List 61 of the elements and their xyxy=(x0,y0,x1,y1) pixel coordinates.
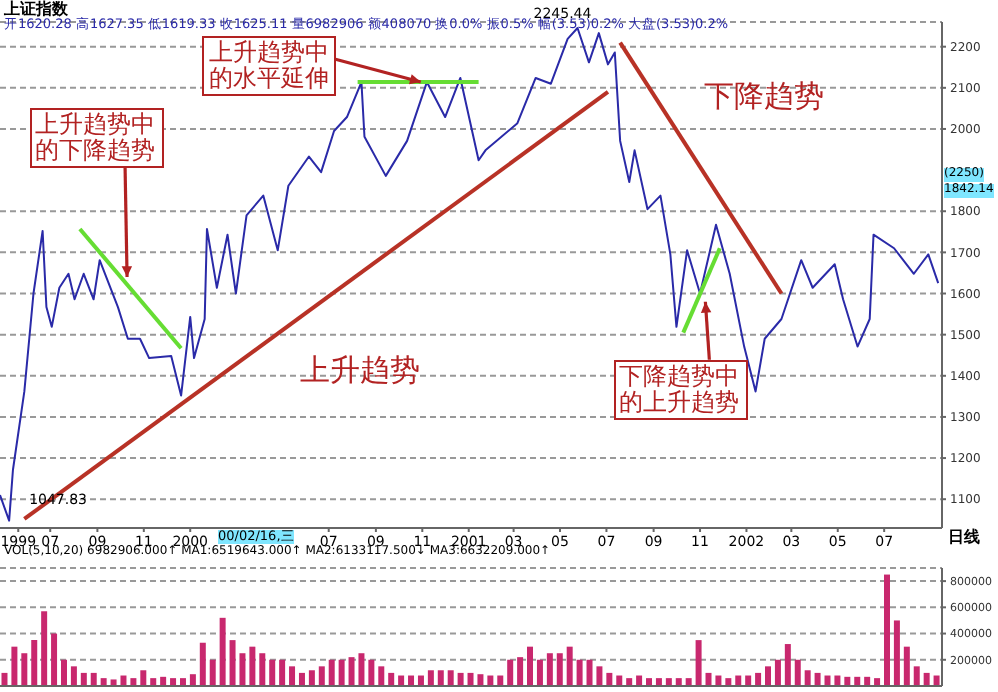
text: 上证指数 xyxy=(4,0,68,18)
annotation: 上升趋势 xyxy=(300,352,420,389)
bar xyxy=(606,672,613,686)
bar xyxy=(31,640,38,686)
bar xyxy=(318,666,325,686)
text: 日线 xyxy=(948,528,980,547)
bar xyxy=(755,672,762,686)
bar xyxy=(189,674,196,686)
bar xyxy=(517,657,524,686)
bar xyxy=(259,653,266,686)
bar xyxy=(338,659,345,686)
bar xyxy=(527,646,534,686)
bar xyxy=(765,666,771,686)
annotation: 下降趋势中的上升趋势 xyxy=(613,359,748,420)
bar xyxy=(388,672,395,686)
bar xyxy=(328,659,335,686)
bar xyxy=(279,659,286,686)
bar xyxy=(80,672,87,686)
annotation: 上升趋势中的下降趋势 xyxy=(29,107,164,168)
bar xyxy=(51,633,58,686)
bar xyxy=(209,659,216,686)
bar xyxy=(308,670,315,686)
annotation: 上升趋势中的水平延伸 xyxy=(202,36,337,97)
bar xyxy=(11,646,18,686)
bar xyxy=(140,670,147,686)
bar xyxy=(774,659,781,686)
bar xyxy=(60,659,67,686)
bar xyxy=(1,672,8,686)
bar xyxy=(427,670,434,686)
bar xyxy=(576,659,583,686)
bar xyxy=(695,640,702,686)
bar xyxy=(21,653,28,686)
bar xyxy=(794,659,801,686)
bar xyxy=(70,666,77,686)
bar xyxy=(913,666,920,686)
bar xyxy=(893,620,900,686)
bar xyxy=(546,653,553,686)
bar xyxy=(457,672,464,686)
line-series xyxy=(0,26,940,522)
annotation: 下降趋势 xyxy=(704,78,824,115)
bar xyxy=(298,672,305,686)
bar xyxy=(556,653,563,686)
bar xyxy=(883,574,890,686)
bar xyxy=(923,672,930,686)
bar xyxy=(378,666,385,686)
bar xyxy=(804,670,811,686)
bar xyxy=(199,642,206,686)
bar xyxy=(289,666,296,686)
bar xyxy=(507,659,514,686)
bar xyxy=(269,659,276,686)
bar xyxy=(41,611,48,686)
bar xyxy=(903,646,910,686)
bar xyxy=(566,646,573,686)
bar xyxy=(219,617,226,686)
bar xyxy=(249,646,256,686)
bar xyxy=(447,670,454,686)
bar xyxy=(90,672,97,686)
bar xyxy=(536,659,543,686)
bar xyxy=(437,670,444,686)
bar xyxy=(368,659,375,686)
bar xyxy=(784,644,791,686)
